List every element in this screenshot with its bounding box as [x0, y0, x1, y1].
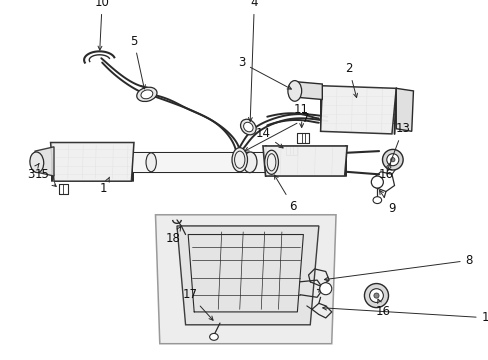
Ellipse shape [234, 151, 244, 168]
Polygon shape [50, 143, 134, 181]
Ellipse shape [373, 293, 378, 298]
Text: 3: 3 [237, 56, 291, 89]
Polygon shape [395, 88, 413, 131]
Ellipse shape [209, 333, 218, 340]
Text: 18: 18 [165, 227, 181, 245]
Ellipse shape [369, 289, 383, 302]
Ellipse shape [146, 153, 156, 172]
Text: 2: 2 [345, 62, 357, 98]
Text: 17: 17 [182, 288, 213, 320]
Text: 1: 1 [100, 177, 109, 195]
Polygon shape [320, 86, 395, 134]
Text: 16: 16 [375, 299, 390, 318]
Ellipse shape [364, 284, 388, 307]
Text: 8: 8 [324, 254, 472, 281]
Ellipse shape [264, 150, 278, 174]
Polygon shape [292, 81, 322, 99]
Text: 12: 12 [322, 306, 488, 324]
Text: 5: 5 [130, 35, 145, 89]
Ellipse shape [382, 149, 402, 170]
Polygon shape [35, 147, 54, 176]
Text: 14: 14 [255, 127, 283, 148]
Ellipse shape [372, 197, 381, 203]
Text: 10: 10 [95, 0, 109, 50]
Text: 9: 9 [379, 190, 395, 215]
Text: 15: 15 [35, 168, 56, 186]
Ellipse shape [240, 119, 256, 135]
Text: 4: 4 [248, 0, 258, 121]
Ellipse shape [243, 152, 256, 172]
Ellipse shape [287, 81, 301, 101]
Ellipse shape [386, 154, 398, 166]
Text: 6: 6 [274, 175, 296, 213]
Ellipse shape [141, 90, 152, 99]
Ellipse shape [390, 158, 394, 162]
Ellipse shape [137, 87, 157, 102]
Polygon shape [263, 146, 346, 176]
Ellipse shape [319, 283, 331, 295]
Polygon shape [133, 153, 267, 172]
Text: 16: 16 [378, 162, 393, 181]
Ellipse shape [370, 176, 383, 188]
Ellipse shape [231, 148, 247, 172]
Polygon shape [155, 215, 335, 344]
Text: 11: 11 [294, 103, 308, 127]
Text: 7: 7 [244, 112, 309, 151]
Polygon shape [177, 226, 318, 325]
Ellipse shape [30, 152, 43, 172]
Ellipse shape [243, 122, 253, 132]
Text: 3: 3 [27, 164, 39, 181]
Text: 13: 13 [386, 122, 410, 171]
Ellipse shape [267, 154, 275, 171]
